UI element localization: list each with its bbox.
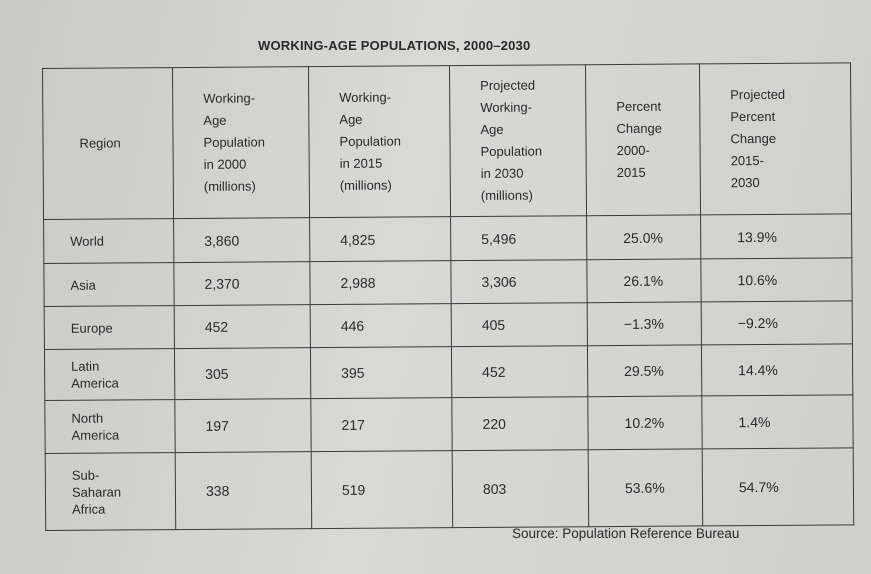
population-table: Region Working- Age Population in 2000 (m… [42, 62, 854, 531]
value-cell: 519 [311, 450, 453, 529]
value-cell: 25.0% [586, 214, 701, 260]
value-cell: 53.6% [588, 448, 703, 527]
value-cell: 3,860 [173, 217, 310, 263]
table-title: WORKING-AGE POPULATIONS, 2000–2030 [258, 38, 531, 53]
value-cell: 2,370 [173, 261, 311, 306]
value-cell: 220 [451, 396, 589, 451]
value-cell: 405 [451, 302, 588, 347]
value-cell: 217 [310, 397, 453, 452]
region-cell: Europe [44, 305, 175, 350]
column-header: Percent Change 2000- 2015 [585, 63, 701, 216]
value-cell: 305 [174, 347, 311, 400]
value-cell: 3,306 [450, 259, 588, 304]
table-row: Latin America 305 395 452 29.5% 14.4% [44, 343, 853, 401]
value-cell: 26.1% [586, 258, 702, 303]
value-cell: 4,825 [309, 216, 451, 262]
column-header: Working- Age Population in 2015 (million… [308, 65, 451, 218]
value-cell: 803 [452, 449, 589, 528]
value-cell: −9.2% [701, 300, 853, 345]
region-cell: North America [44, 399, 176, 454]
region-cell: Sub- Saharan Africa [45, 452, 176, 531]
header-row: Region Working- Age Population in 2000 (m… [42, 62, 852, 220]
value-cell: 14.4% [701, 343, 853, 396]
table-row: North America 197 217 220 10.2% 1.4% [44, 394, 854, 454]
value-cell: 13.9% [700, 213, 852, 259]
value-cell: 197 [174, 398, 312, 453]
table-row: Asia 2,370 2,988 3,306 26.1% 10.6% [43, 257, 853, 307]
value-cell: 2,988 [309, 260, 452, 305]
value-cell: 10.6% [700, 257, 853, 302]
value-cell: 29.5% [587, 344, 702, 397]
value-cell: 452 [451, 345, 588, 398]
value-cell: 338 [175, 451, 312, 530]
value-cell: 446 [310, 303, 452, 348]
region-cell: World [43, 218, 174, 264]
value-cell: 452 [174, 304, 311, 349]
value-cell: 5,496 [450, 215, 587, 261]
region-cell: Latin America [44, 348, 175, 401]
source-note: Source: Population Reference Bureau [512, 526, 740, 541]
value-cell: 395 [310, 346, 452, 399]
value-cell: 1.4% [701, 394, 854, 449]
region-cell: Asia [43, 262, 175, 307]
table-row: Sub- Saharan Africa 338 519 803 53.6% 54.7% [45, 447, 854, 531]
column-header: Working- Age Population in 2000 (million… [172, 66, 310, 219]
value-cell: −1.3% [587, 301, 702, 346]
table-row: Europe 452 446 405 −1.3% −9.2% [44, 300, 853, 350]
value-cell: 54.7% [702, 447, 854, 526]
table-row: World 3,860 4,825 5,496 25.0% 13.9% [43, 213, 852, 264]
column-header: Projected Percent Change 2015- 2030 [699, 62, 852, 215]
column-header: Region [42, 67, 174, 220]
value-cell: 10.2% [587, 395, 703, 450]
column-header: Projected Working- Age Population in 203… [449, 64, 587, 217]
